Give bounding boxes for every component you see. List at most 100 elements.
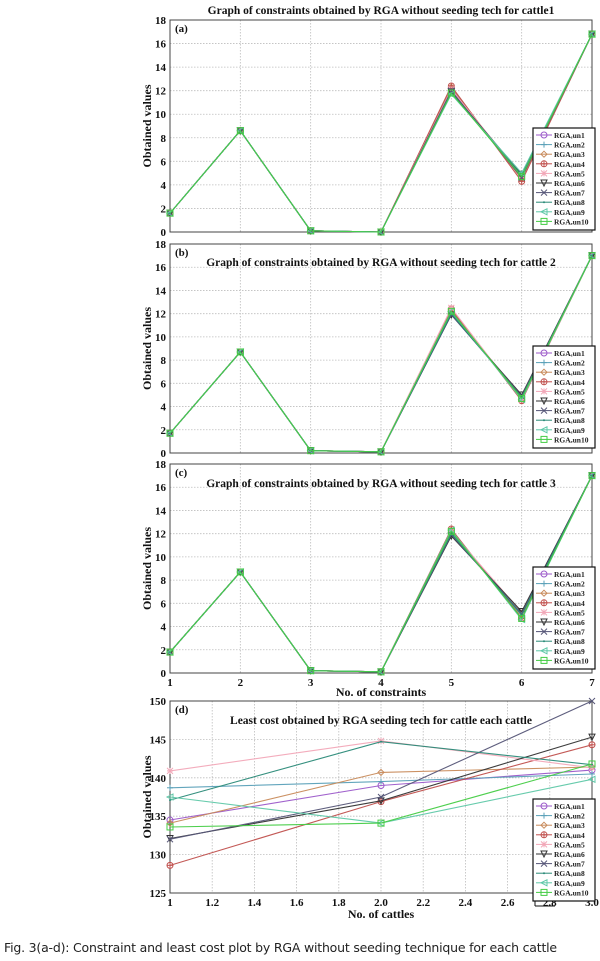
x-tick-label: 2.2 xyxy=(416,897,430,909)
y-tick-label: 16 xyxy=(155,39,167,51)
legend-item: RGAₑun10 xyxy=(536,217,589,226)
series-lines xyxy=(165,251,596,456)
chart-title: Least cost obtained by RGA seeding tech … xyxy=(230,715,532,727)
x-tick-label: 2.0 xyxy=(374,897,388,909)
legend-item: RGAₑun6 xyxy=(536,179,585,188)
legend-item: RGAₑun6 xyxy=(536,397,585,406)
y-tick-label: 6 xyxy=(161,378,167,390)
chart-panel-b: 0 2 4 6 8 10 12 14 16 18 Obtained values (b) Graph o… xyxy=(140,239,596,460)
chart-title: Graph of constraints obtained by RGA wit… xyxy=(206,478,556,490)
legend-label: RGAₑun5 xyxy=(554,608,585,617)
legend-item: RGAₑun4 xyxy=(536,599,585,608)
y-tick-label: 14 xyxy=(155,62,167,74)
y-tick-label: 4 xyxy=(161,622,167,634)
legend-item: RGAₑun9 xyxy=(536,208,585,217)
legend-item: RGAₑun3 xyxy=(536,368,585,377)
legend-item: RGAₑun10 xyxy=(536,888,589,897)
x-axis-label: No. of constraints xyxy=(336,685,427,699)
legend-item: RGAₑun1 xyxy=(536,802,585,811)
legend-item: RGAₑun9 xyxy=(536,647,585,656)
legend-label: RGAₑun4 xyxy=(554,160,585,169)
y-tick-label: 140 xyxy=(150,773,167,785)
y-tick-label: 0 xyxy=(161,448,167,460)
y-tick-label: 0 xyxy=(161,668,167,680)
chart-panel-d: 125 130 135 140 145 150 1 1.2 1.4 1.6 1.8 2.0 2.2 2.4… xyxy=(140,696,599,921)
legend-label: RGAₑun10 xyxy=(554,656,589,665)
panel-label: (a) xyxy=(175,23,188,35)
x-tick-label: 1.8 xyxy=(332,897,346,909)
y-tick-label: 4 xyxy=(161,180,167,192)
legend-label: RGAₑun10 xyxy=(554,888,589,897)
legend-item: RGAₑun3 xyxy=(536,821,585,830)
legend-item: RGAₑun3 xyxy=(536,150,585,159)
y-tick-label: 125 xyxy=(150,888,167,900)
legend-item: RGAₑun7 xyxy=(536,407,585,416)
grid xyxy=(170,464,592,673)
panel-label: (b) xyxy=(175,247,189,259)
legend-label: RGAₑun5 xyxy=(554,387,585,396)
chart-title: Graph of constraints obtained by RGA wit… xyxy=(206,257,556,269)
legend-item: RGAₑun8 xyxy=(536,198,585,207)
legend-item: RGAₑun5 xyxy=(536,608,585,617)
x-tick-label: 2.4 xyxy=(459,897,473,909)
x-tick-label: 5 xyxy=(449,677,455,689)
panel-label: (d) xyxy=(175,704,189,716)
figure-caption: Fig. 3(a-d): Constraint and least cost p… xyxy=(4,940,557,955)
legend-label: RGAₑun9 xyxy=(554,208,585,217)
legend-label: RGAₑun5 xyxy=(554,169,585,178)
y-axis-label: Obtained values xyxy=(140,307,154,390)
y-tick-label: 6 xyxy=(161,156,167,168)
y-tick-label: 8 xyxy=(161,133,167,145)
series-7 xyxy=(166,697,596,843)
legend-label: RGAₑun5 xyxy=(554,840,585,849)
legend-label: RGAₑun2 xyxy=(554,141,585,150)
series-10 xyxy=(166,760,596,831)
legend-label: RGAₑun7 xyxy=(554,407,585,416)
legend-label: RGAₑun10 xyxy=(554,435,589,444)
chart-panel-a: 0 2 4 6 8 10 12 14 16 18 Obtained values (a) Graph o… xyxy=(140,5,596,239)
y-axis-label: Obtained values xyxy=(140,84,154,167)
legend-label: RGAₑun7 xyxy=(554,628,585,637)
legend-item: RGAₑun9 xyxy=(536,426,585,435)
legend-item: RGAₑun6 xyxy=(536,850,585,859)
legend-label: RGAₑun3 xyxy=(554,589,585,598)
legend: RGAₑun1RGAₑun2RGAₑun3RGAₑun4RGAₑun5RGAₑu… xyxy=(532,566,596,670)
legend-item: RGAₑun8 xyxy=(536,637,585,646)
series-10 xyxy=(166,252,596,456)
y-tick-label: 10 xyxy=(155,109,167,121)
legend-item: RGAₑun8 xyxy=(536,869,585,878)
legend-item: RGAₑun7 xyxy=(536,628,585,637)
legend-item: RGAₑun5 xyxy=(536,840,585,849)
series-lines xyxy=(165,697,596,869)
legend-label: RGAₑun1 xyxy=(554,131,585,140)
series-lines xyxy=(165,30,596,237)
y-tick-label: 135 xyxy=(150,811,167,823)
y-axis-label: Obtained values xyxy=(140,755,154,838)
legend-item: RGAₑun2 xyxy=(536,580,585,589)
legend-label: RGAₑun8 xyxy=(554,198,585,207)
legend-item: RGAₑun4 xyxy=(536,378,585,387)
legend-label: RGAₑun9 xyxy=(554,879,585,888)
legend-label: RGAₑun1 xyxy=(554,802,585,811)
legend-label: RGAₑun3 xyxy=(554,821,585,830)
y-tick-label: 12 xyxy=(155,529,167,541)
legend-item: RGAₑun4 xyxy=(536,160,585,169)
x-tick-label: 2.6 xyxy=(501,897,515,909)
legend-label: RGAₑun6 xyxy=(554,850,585,859)
y-tick-label: 8 xyxy=(161,355,167,367)
legend-item: RGAₑun2 xyxy=(536,141,585,150)
legend-label: RGAₑun4 xyxy=(554,831,585,840)
legend-item: RGAₑun3 xyxy=(536,589,585,598)
series-lines xyxy=(165,471,596,676)
legend-item: RGAₑun10 xyxy=(536,656,589,665)
y-tick-label: 16 xyxy=(155,482,167,494)
legend-label: RGAₑun3 xyxy=(554,150,585,159)
legend-item: RGAₑun5 xyxy=(536,387,585,396)
legend-label: RGAₑun6 xyxy=(554,618,585,627)
x-tick-label: 1.2 xyxy=(205,897,219,909)
grid xyxy=(170,244,592,453)
y-tick-label: 18 xyxy=(155,239,167,251)
legend-label: RGAₑun2 xyxy=(554,359,585,368)
